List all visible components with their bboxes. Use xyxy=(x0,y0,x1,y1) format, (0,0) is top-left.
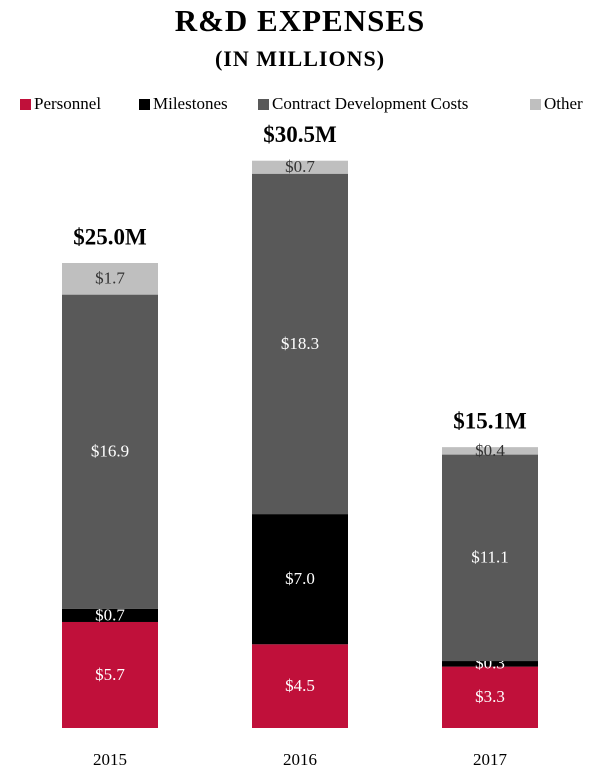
bar-segment xyxy=(62,263,158,295)
total-label: $25.0M xyxy=(73,224,147,249)
bar-segment xyxy=(252,644,348,728)
bar-segment xyxy=(62,608,158,622)
data-label: $5.7 xyxy=(95,665,125,684)
x-tick-label: 2016 xyxy=(283,750,317,769)
bar-segment xyxy=(442,661,538,667)
total-label: $15.1M xyxy=(453,408,527,433)
data-label: $0.7 xyxy=(95,605,125,624)
legend-swatch xyxy=(20,99,31,110)
bar-segment xyxy=(62,294,158,609)
bar-segment xyxy=(252,160,348,174)
legend-swatch xyxy=(530,99,541,110)
data-label: $4.5 xyxy=(285,676,315,695)
chart-title: R&D EXPENSES xyxy=(175,3,426,38)
data-label: $11.1 xyxy=(471,548,509,567)
legend-swatch xyxy=(258,99,269,110)
data-label: $0.7 xyxy=(285,157,315,176)
data-label: $7.0 xyxy=(285,569,315,588)
legend-label: Milestones xyxy=(153,94,228,113)
bar-segment xyxy=(252,173,348,515)
data-label: $0.4 xyxy=(475,441,505,460)
data-label: $18.3 xyxy=(281,334,319,353)
bar-segment xyxy=(62,621,158,728)
legend-swatch xyxy=(139,99,150,110)
total-label: $30.5M xyxy=(263,122,337,147)
chart-subtitle: (IN MILLIONS) xyxy=(215,46,385,71)
legend-label: Other xyxy=(544,94,583,113)
x-tick-label: 2017 xyxy=(473,750,508,769)
bar-segment xyxy=(442,666,538,728)
x-tick-label: 2015 xyxy=(93,750,127,769)
data-label: $16.9 xyxy=(91,442,129,461)
data-label: $3.3 xyxy=(475,687,505,706)
legend-label: Contract Development Costs xyxy=(272,94,468,113)
data-label: $1.7 xyxy=(95,269,125,288)
bar-segment xyxy=(252,514,348,645)
legend-label: Personnel xyxy=(34,94,101,113)
bar-segment xyxy=(442,447,538,455)
bar-segment xyxy=(442,454,538,662)
